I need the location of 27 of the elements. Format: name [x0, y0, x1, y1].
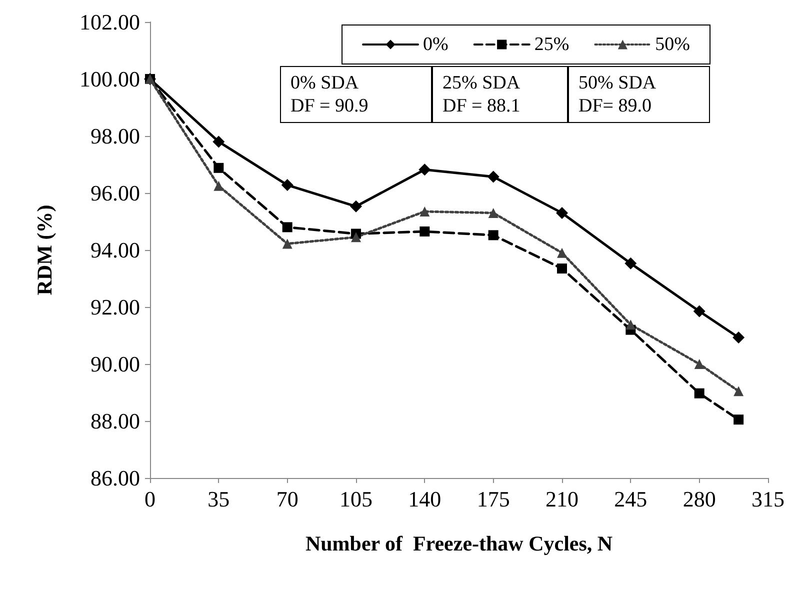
annotation: 50% SDA DF= 89.0	[578, 72, 656, 116]
x-tick-label: 105	[340, 486, 372, 512]
x-tick-label: 0	[144, 486, 156, 512]
y-tick-label: 100.00	[80, 66, 140, 92]
legend-label: 0%	[423, 34, 449, 55]
annotation: 0% SDA DF = 90.9	[290, 72, 368, 116]
legend-label: 50%	[655, 34, 690, 55]
legend-label: 25%	[534, 34, 570, 55]
y-tick-label: 96.00	[90, 180, 140, 206]
x-tick-label: 315	[752, 486, 784, 512]
y-tick-label: 88.00	[90, 408, 140, 434]
annotation: 25% SDA DF = 88.1	[442, 72, 520, 116]
x-tick-label: 140	[408, 486, 442, 512]
y-tick-label: 94.00	[90, 238, 140, 262]
x-tick-label: 70	[276, 486, 298, 512]
x-tick-label: 210	[546, 486, 578, 512]
y-axis-title: RDM (%)	[32, 204, 56, 296]
x-tick-label: 175	[476, 486, 510, 512]
y-tick-label: 86.00	[90, 466, 140, 490]
y-tick-label: 92.00	[90, 294, 140, 320]
x-tick-label: 35	[208, 486, 230, 512]
y-tick-label: 98.00	[90, 124, 140, 148]
x-tick-label: 245	[614, 486, 648, 512]
x-axis-title: Number of Freeze-thaw Cycles, N	[305, 532, 613, 556]
x-tick-label: 280	[682, 486, 716, 512]
y-tick-label: 102.00	[80, 10, 140, 34]
y-tick-label: 90.00	[90, 352, 140, 376]
